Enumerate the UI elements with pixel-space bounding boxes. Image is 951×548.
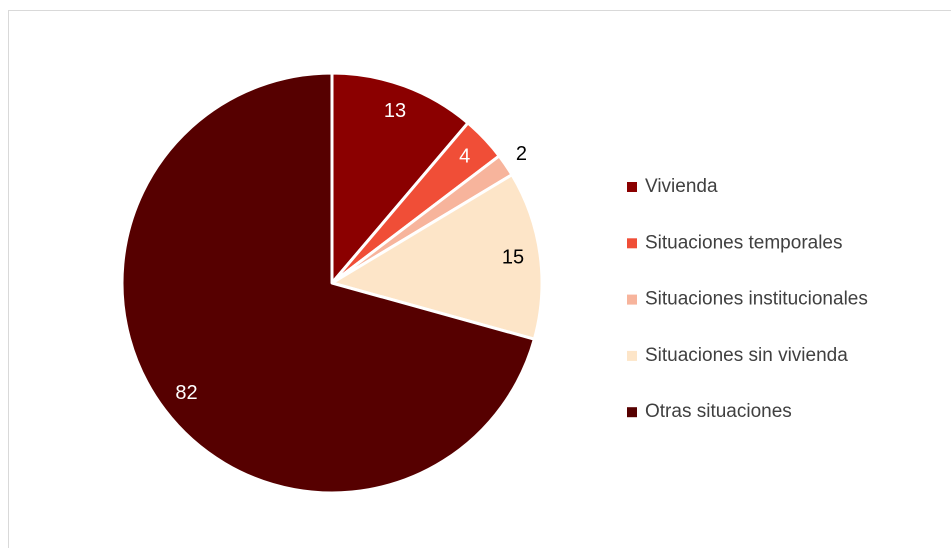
legend-swatch bbox=[627, 294, 637, 305]
pie-slice bbox=[120, 71, 536, 495]
data-label: 2 bbox=[516, 143, 527, 165]
legend-label: Situaciones institucionales bbox=[645, 289, 868, 310]
data-label: 13 bbox=[384, 100, 406, 122]
data-label: 15 bbox=[502, 247, 524, 269]
data-label: 82 bbox=[175, 382, 197, 404]
legend-swatch bbox=[627, 182, 637, 192]
pie-slice bbox=[330, 71, 470, 285]
legend-swatch bbox=[627, 350, 637, 361]
legend-label: Vivienda bbox=[645, 176, 718, 197]
legend-swatch bbox=[627, 238, 637, 249]
legend-label: Situaciones sin vivienda bbox=[645, 345, 848, 366]
data-label: 4 bbox=[459, 146, 470, 168]
legend-label: Otras situaciones bbox=[645, 401, 792, 422]
legend-label: Situaciones temporales bbox=[645, 232, 843, 253]
legend-swatch bbox=[627, 407, 637, 418]
pie-slice bbox=[330, 173, 544, 341]
